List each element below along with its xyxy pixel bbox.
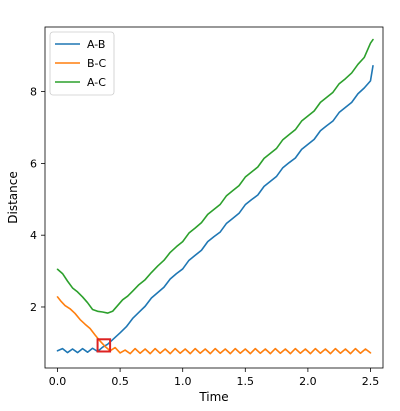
x-axis-label: Time (198, 390, 228, 404)
y-tick-label: 4 (30, 229, 37, 242)
y-axis-label: Distance (6, 171, 20, 223)
x-tick-label: 0.5 (111, 375, 129, 388)
highlight-box (96, 338, 112, 353)
axes: 0.0 0.5 1.0 1.5 2.0 2.5 2 4 6 8 (30, 26, 384, 388)
legend-label-a-c: A-C (87, 76, 106, 89)
series-line-b-c (56, 296, 372, 355)
plot-area (56, 38, 374, 355)
y-tick-label: 8 (30, 86, 37, 99)
y-tick-label: 6 (30, 157, 37, 170)
x-tick-label: 2.5 (362, 375, 380, 388)
y-tick-label: 2 (30, 301, 37, 314)
legend-label-a-b: A-B (87, 38, 105, 51)
legend-box (49, 31, 115, 96)
legend-label-b-c: B-C (87, 57, 107, 70)
x-tick-label: 2.0 (299, 375, 317, 388)
x-tick-label: 1.0 (174, 375, 192, 388)
legend: A-B B-C A-C (49, 31, 115, 96)
x-tick-label: 1.5 (237, 375, 255, 388)
series-line-a-b (56, 64, 374, 354)
x-tick-label: 0.0 (49, 375, 67, 388)
series-line-a-c (56, 38, 374, 314)
axes-frame (44, 26, 384, 369)
